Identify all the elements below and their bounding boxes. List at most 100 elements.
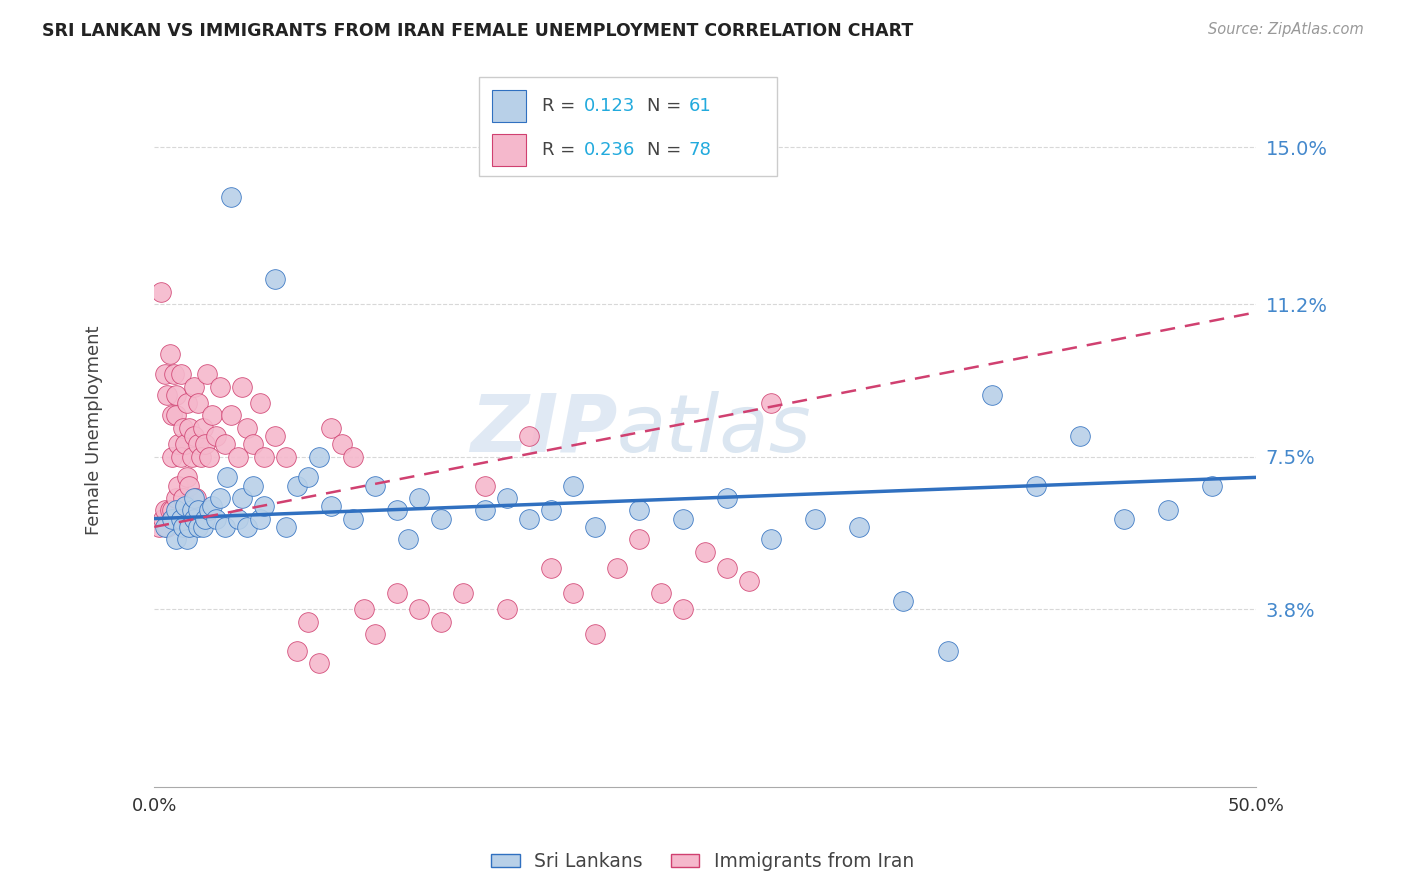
Point bbox=[385, 586, 408, 600]
Point bbox=[194, 437, 217, 451]
Point bbox=[152, 511, 174, 525]
Point bbox=[187, 396, 209, 410]
Point bbox=[297, 470, 319, 484]
Point bbox=[180, 450, 202, 464]
Point bbox=[695, 544, 717, 558]
Point bbox=[242, 478, 264, 492]
Point bbox=[308, 450, 330, 464]
Point bbox=[1201, 478, 1223, 492]
Point bbox=[276, 450, 298, 464]
Point bbox=[319, 500, 342, 514]
Point bbox=[155, 368, 177, 382]
Point bbox=[540, 503, 562, 517]
Point bbox=[627, 503, 650, 517]
Point bbox=[297, 615, 319, 629]
Point bbox=[215, 470, 238, 484]
Point bbox=[672, 511, 695, 525]
Point bbox=[187, 520, 209, 534]
Point bbox=[330, 437, 353, 451]
Text: ZIP: ZIP bbox=[470, 391, 617, 469]
Point bbox=[200, 409, 222, 423]
Point bbox=[209, 379, 232, 393]
Point bbox=[226, 450, 249, 464]
Text: 61: 61 bbox=[689, 97, 711, 115]
Point bbox=[198, 450, 221, 464]
Point bbox=[253, 450, 276, 464]
Point bbox=[163, 511, 186, 525]
Point bbox=[1025, 478, 1047, 492]
Point bbox=[205, 429, 228, 443]
Point bbox=[672, 602, 695, 616]
Point bbox=[159, 346, 181, 360]
Point bbox=[936, 643, 959, 657]
Point bbox=[148, 520, 170, 534]
Point bbox=[167, 478, 190, 492]
Point bbox=[517, 429, 540, 443]
Point bbox=[848, 520, 870, 534]
Text: 0.236: 0.236 bbox=[583, 141, 636, 159]
Text: Source: ZipAtlas.com: Source: ZipAtlas.com bbox=[1208, 22, 1364, 37]
Point bbox=[221, 409, 243, 423]
Point bbox=[561, 478, 583, 492]
Point bbox=[716, 561, 738, 575]
Point bbox=[342, 450, 364, 464]
Point bbox=[165, 388, 187, 402]
Point bbox=[408, 602, 430, 616]
Point bbox=[761, 533, 783, 547]
Point bbox=[319, 421, 342, 435]
Point bbox=[172, 491, 194, 505]
Point bbox=[231, 491, 253, 505]
Point bbox=[174, 437, 197, 451]
Point bbox=[650, 586, 672, 600]
Point bbox=[172, 520, 194, 534]
Point bbox=[183, 429, 205, 443]
Point bbox=[253, 500, 276, 514]
Point bbox=[363, 627, 385, 641]
Point bbox=[495, 602, 517, 616]
Point bbox=[160, 450, 183, 464]
Point bbox=[180, 503, 202, 517]
Point bbox=[408, 491, 430, 505]
Point bbox=[179, 478, 201, 492]
Point bbox=[184, 491, 207, 505]
Point bbox=[363, 478, 385, 492]
Point bbox=[167, 437, 190, 451]
Point bbox=[249, 511, 271, 525]
Point bbox=[214, 437, 236, 451]
FancyBboxPatch shape bbox=[492, 89, 526, 121]
Point bbox=[429, 511, 451, 525]
Point bbox=[738, 574, 761, 588]
Point bbox=[170, 368, 193, 382]
Point bbox=[287, 478, 309, 492]
Point bbox=[561, 586, 583, 600]
Point bbox=[163, 368, 186, 382]
Point bbox=[264, 429, 287, 443]
Point bbox=[159, 503, 181, 517]
Point bbox=[209, 491, 232, 505]
Point bbox=[396, 533, 419, 547]
Point bbox=[179, 520, 201, 534]
Point bbox=[583, 520, 606, 534]
Point bbox=[226, 511, 249, 525]
Point bbox=[160, 503, 183, 517]
Point bbox=[627, 533, 650, 547]
Point bbox=[716, 491, 738, 505]
Point bbox=[980, 388, 1002, 402]
Text: SRI LANKAN VS IMMIGRANTS FROM IRAN FEMALE UNEMPLOYMENT CORRELATION CHART: SRI LANKAN VS IMMIGRANTS FROM IRAN FEMAL… bbox=[42, 22, 914, 40]
Point bbox=[1157, 503, 1180, 517]
Point bbox=[165, 491, 187, 505]
Point bbox=[540, 561, 562, 575]
Point bbox=[236, 520, 259, 534]
Point bbox=[176, 470, 198, 484]
Point bbox=[385, 503, 408, 517]
Point bbox=[214, 520, 236, 534]
Text: N =: N = bbox=[647, 97, 686, 115]
Point bbox=[165, 503, 187, 517]
Text: R =: R = bbox=[543, 97, 581, 115]
FancyBboxPatch shape bbox=[479, 77, 776, 177]
Point bbox=[190, 450, 212, 464]
Point bbox=[170, 511, 193, 525]
Point bbox=[761, 396, 783, 410]
Point bbox=[606, 561, 628, 575]
Point bbox=[276, 520, 298, 534]
